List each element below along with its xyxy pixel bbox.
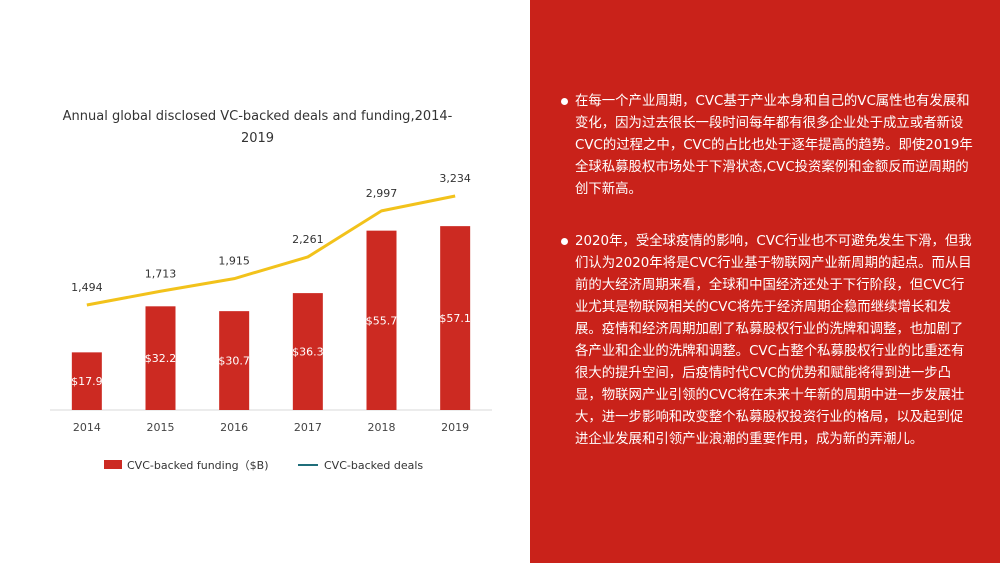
legend-funding-label: CVC-backed funding（$B)	[127, 459, 269, 472]
funding-bar-label: $36.3	[292, 346, 324, 359]
bullet-paragraph-2: 2020年，受全球疫情的影响，CVC行业也不可避免发生下滑，但我们认为2020年…	[561, 231, 975, 451]
deals-data-label: 1,915	[218, 255, 250, 268]
deals-data-label: 3,234	[439, 172, 471, 185]
x-tick-label: 2016	[220, 421, 248, 434]
deals-data-label: 1,713	[145, 267, 177, 280]
deals-data-label: 2,997	[366, 187, 398, 200]
x-tick-label: 2015	[147, 421, 175, 434]
legend-deals-label: CVC-backed deals	[324, 459, 423, 472]
deals-data-label: 1,494	[71, 281, 103, 294]
bullet-paragraph-1: 在每一个产业周期，CVC基于产业本身和自己的VC属性也有发展和变化，因为过去很长…	[561, 91, 975, 201]
deals-data-label: 2,261	[292, 233, 324, 246]
bullet-dot-icon	[561, 98, 568, 105]
funding-bar-label: $32.2	[145, 352, 177, 365]
funding-bar-label: $57.1	[439, 312, 471, 325]
x-tick-label: 2018	[368, 421, 396, 434]
chart-title: Annual global disclosed VC-backed deals …	[62, 109, 453, 146]
x-tick-label: 2019	[441, 421, 469, 434]
legend-funding-swatch	[104, 460, 122, 469]
deals-line	[86, 194, 456, 307]
bullet-text-1: 在每一个产业周期，CVC基于产业本身和自己的VC属性也有发展和变化，因为过去很长…	[575, 94, 973, 197]
funding-bar-label: $17.9	[71, 375, 103, 388]
chart-svg: $17.9 2014 $32.2 2015 $30.7 2016 $36.3 2017 $55.…	[50, 172, 492, 472]
funding-bar	[292, 293, 323, 410]
funding-bar-label: $30.7	[218, 355, 250, 368]
funding-bar	[219, 311, 250, 410]
funding-bar	[71, 352, 102, 410]
funding-bar	[366, 230, 397, 410]
funding-bar-label: $55.7	[366, 314, 398, 327]
text-panel	[530, 0, 1000, 563]
x-tick-label: 2014	[73, 421, 101, 434]
bullet-dot-icon	[561, 238, 568, 245]
x-tick-label: 2017	[294, 421, 322, 434]
funding-bar	[440, 226, 471, 410]
bullet-text-2: 2020年，受全球疫情的影响，CVC行业也不可避免发生下滑，但我们认为2020年…	[575, 234, 972, 447]
funding-bar	[145, 306, 176, 410]
